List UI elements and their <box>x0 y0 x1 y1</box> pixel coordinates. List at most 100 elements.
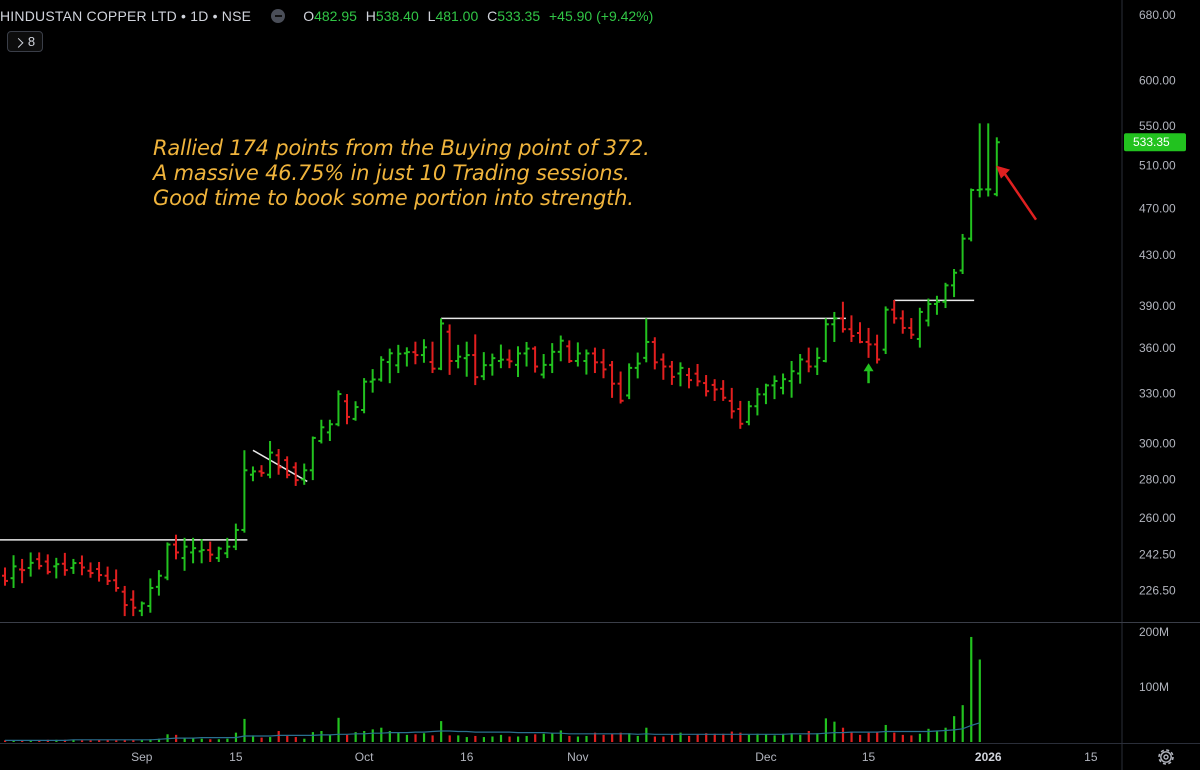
time-tick-label: 15 <box>1084 750 1098 764</box>
volume-bar <box>371 729 374 742</box>
volume-tick-label: 100M <box>1139 680 1169 694</box>
volume-bar <box>286 735 289 742</box>
price-tick-label: 226.50 <box>1139 583 1176 597</box>
settings-gear-icon[interactable] <box>1155 746 1177 768</box>
volume-bar <box>269 737 272 742</box>
open-value: 482.95 <box>314 8 357 24</box>
indicators-toggle-button[interactable]: 8 <box>7 31 43 52</box>
volume-bar <box>328 734 332 742</box>
volume-bar <box>525 735 528 742</box>
up-arrow-icon <box>863 363 874 372</box>
volume-bar <box>534 734 537 742</box>
volume-bar <box>799 734 802 742</box>
volume-bar <box>226 738 229 742</box>
volume-bar <box>346 734 349 742</box>
volume-bar <box>773 735 776 742</box>
price-tick-label: 550.00 <box>1139 119 1176 133</box>
volume-bar <box>482 737 485 742</box>
time-tick-label: Oct <box>355 750 374 764</box>
close-label: C <box>487 8 498 24</box>
volume-bar <box>559 730 562 742</box>
volume-bar <box>645 727 648 742</box>
volume-bar <box>465 737 468 742</box>
time-tick-label: 2026 <box>975 750 1002 764</box>
volume-bar <box>80 740 84 742</box>
low-label: L <box>427 8 436 24</box>
volume-bar <box>98 739 101 742</box>
volume-bar <box>209 739 212 742</box>
chart-header: HINDUSTAN COPPER LTD • 1D • NSE O482.95 … <box>0 6 653 26</box>
collapse-legend-icon[interactable] <box>271 9 286 23</box>
volume-bar <box>961 705 964 742</box>
volume-bar <box>277 731 280 742</box>
volume-bar <box>807 731 810 742</box>
price-tick-label: 430.00 <box>1139 248 1176 262</box>
volume-bar <box>756 733 759 742</box>
time-tick-label: 16 <box>460 750 474 764</box>
volume-bar <box>568 735 571 742</box>
symbol-title[interactable]: HINDUSTAN COPPER LTD • 1D • NSE <box>0 8 252 24</box>
price-tick-label: 260.00 <box>1139 511 1176 525</box>
down-arrow-icon <box>996 165 1010 179</box>
volume-bar <box>200 738 203 742</box>
volume-bar <box>833 721 836 742</box>
volume-bar <box>508 736 511 742</box>
volume-bar <box>893 732 896 742</box>
volume-bar <box>859 734 862 742</box>
annotation-text: Rallied 174 points from the Buying point… <box>153 136 650 211</box>
volume-bar <box>251 735 255 742</box>
volume-tick-label: 200M <box>1139 625 1169 639</box>
volume-bar <box>696 734 699 742</box>
price-tick-label: 510.00 <box>1139 159 1176 173</box>
last-price-label: 533.35 <box>1133 135 1170 149</box>
volume-bar <box>405 734 409 742</box>
volume-bar <box>149 739 152 742</box>
low-value: 481.00 <box>435 8 479 24</box>
volume-bar <box>653 736 656 742</box>
volume-bar <box>730 731 733 742</box>
volume-bar <box>517 736 520 742</box>
annotation-line-3: Good time to book some portion into stre… <box>153 186 634 210</box>
volume-bar <box>611 733 614 742</box>
volume-bar <box>662 736 665 742</box>
volume-bar <box>602 734 605 742</box>
time-tick-label: Dec <box>755 750 776 764</box>
volume-bar <box>688 735 691 742</box>
ohlc-legend: O482.95 H538.40 L481.00 C533.35 +45.90 (… <box>303 8 653 24</box>
volume-bar <box>619 732 622 742</box>
volume-bar <box>576 736 580 742</box>
volume-bar <box>593 732 597 742</box>
price-tick-label: 470.00 <box>1139 201 1176 215</box>
volume-bar <box>217 739 220 742</box>
volume-bar <box>867 732 870 742</box>
volume-bar <box>363 731 366 742</box>
volume-bar <box>918 733 922 742</box>
volume-bar <box>132 739 135 742</box>
volume-bar <box>243 718 246 742</box>
volume-bar <box>354 732 357 742</box>
down-arrow-icon <box>1002 171 1038 221</box>
volume-bar <box>38 740 41 742</box>
last-price-badge <box>1124 133 1186 152</box>
change-value: +45.90 (+9.42%) <box>549 8 654 24</box>
volume-bar <box>422 733 426 742</box>
volume-bar <box>628 733 631 742</box>
volume-bar <box>303 738 306 742</box>
volume-bar <box>816 733 819 742</box>
volume-bar <box>157 738 161 742</box>
volume-bar <box>790 733 793 742</box>
volume-bar <box>739 732 742 742</box>
volume-bar <box>183 738 186 742</box>
volume-bar <box>4 740 7 742</box>
volume-bar <box>927 728 930 742</box>
volume-bar <box>910 735 913 742</box>
price-tick-label: 390.00 <box>1139 299 1176 313</box>
volume-bar <box>944 727 947 742</box>
close-value: 533.35 <box>497 8 541 24</box>
price-tick-label: 360.00 <box>1139 341 1176 355</box>
volume-bar <box>636 735 639 742</box>
volume-bar <box>850 731 853 742</box>
volume-bar <box>380 727 383 742</box>
annotation-line-2: A massive 46.75% in just 10 Trading sess… <box>153 161 630 185</box>
